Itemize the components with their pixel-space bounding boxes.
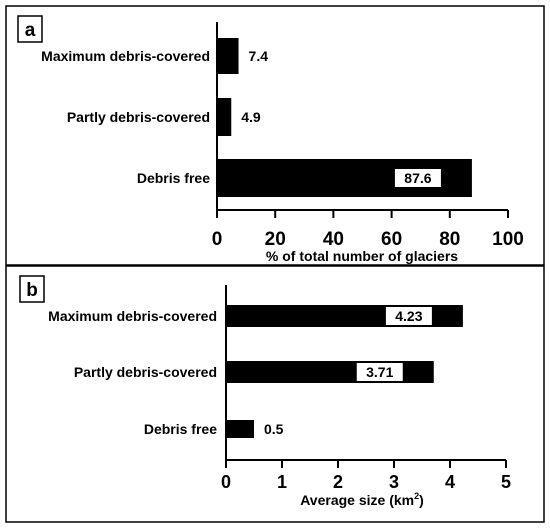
category-label: Partly debris-covered bbox=[74, 364, 217, 380]
bar bbox=[217, 38, 239, 74]
category-label: Debris free bbox=[144, 421, 217, 437]
data-label: 4.23 bbox=[395, 308, 422, 324]
x-tick-label: 1 bbox=[277, 472, 287, 492]
panel-a-frame bbox=[5, 5, 545, 266]
data-label-box bbox=[385, 307, 432, 325]
data-label: 4.9 bbox=[241, 109, 261, 125]
bar bbox=[217, 98, 232, 136]
category-label: Debris free bbox=[137, 170, 210, 186]
x-tick-label: 4 bbox=[445, 472, 455, 492]
category-label: Maximum debris-covered bbox=[41, 48, 210, 64]
bar bbox=[226, 420, 254, 438]
x-tick-label: 20 bbox=[265, 229, 286, 250]
panel-b-label: b bbox=[26, 280, 38, 301]
category-label: Maximum debris-covered bbox=[48, 308, 217, 324]
data-label-box bbox=[394, 169, 441, 187]
panel-b-label-box bbox=[19, 275, 45, 303]
panel-b-chart: 0 1 2 3 4 5 Maximum debris-covered 4.23 Partly d… bbox=[48, 285, 511, 508]
panel-a-label: a bbox=[25, 20, 36, 41]
panel-a-chart: 0 20 40 60 80 100 Maximum debris-covered 7.4 Par… bbox=[41, 22, 524, 264]
x-axis-label: Average size (km2) bbox=[300, 491, 424, 508]
x-tick-label: 80 bbox=[439, 229, 460, 250]
x-tick-label: 3 bbox=[389, 472, 399, 492]
x-tick-label: 60 bbox=[381, 229, 402, 250]
data-label: 87.6 bbox=[404, 170, 431, 186]
x-tick-label: 0 bbox=[212, 229, 223, 250]
x-tick-label: 40 bbox=[323, 229, 344, 250]
data-label: 0.5 bbox=[264, 421, 284, 437]
data-label-box bbox=[356, 363, 403, 381]
x-tick-label: 5 bbox=[501, 472, 511, 492]
x-tick-label: 0 bbox=[221, 472, 231, 492]
x-axis-label: % of total number of glaciers bbox=[266, 248, 458, 264]
category-label: Partly debris-covered bbox=[67, 109, 210, 125]
panel-b-frame bbox=[5, 265, 545, 523]
data-label: 7.4 bbox=[249, 48, 269, 64]
data-label: 3.71 bbox=[366, 364, 393, 380]
panel-a-label-box bbox=[17, 15, 43, 43]
x-tick-label: 2 bbox=[333, 472, 343, 492]
x-tick-label: 100 bbox=[492, 229, 524, 250]
